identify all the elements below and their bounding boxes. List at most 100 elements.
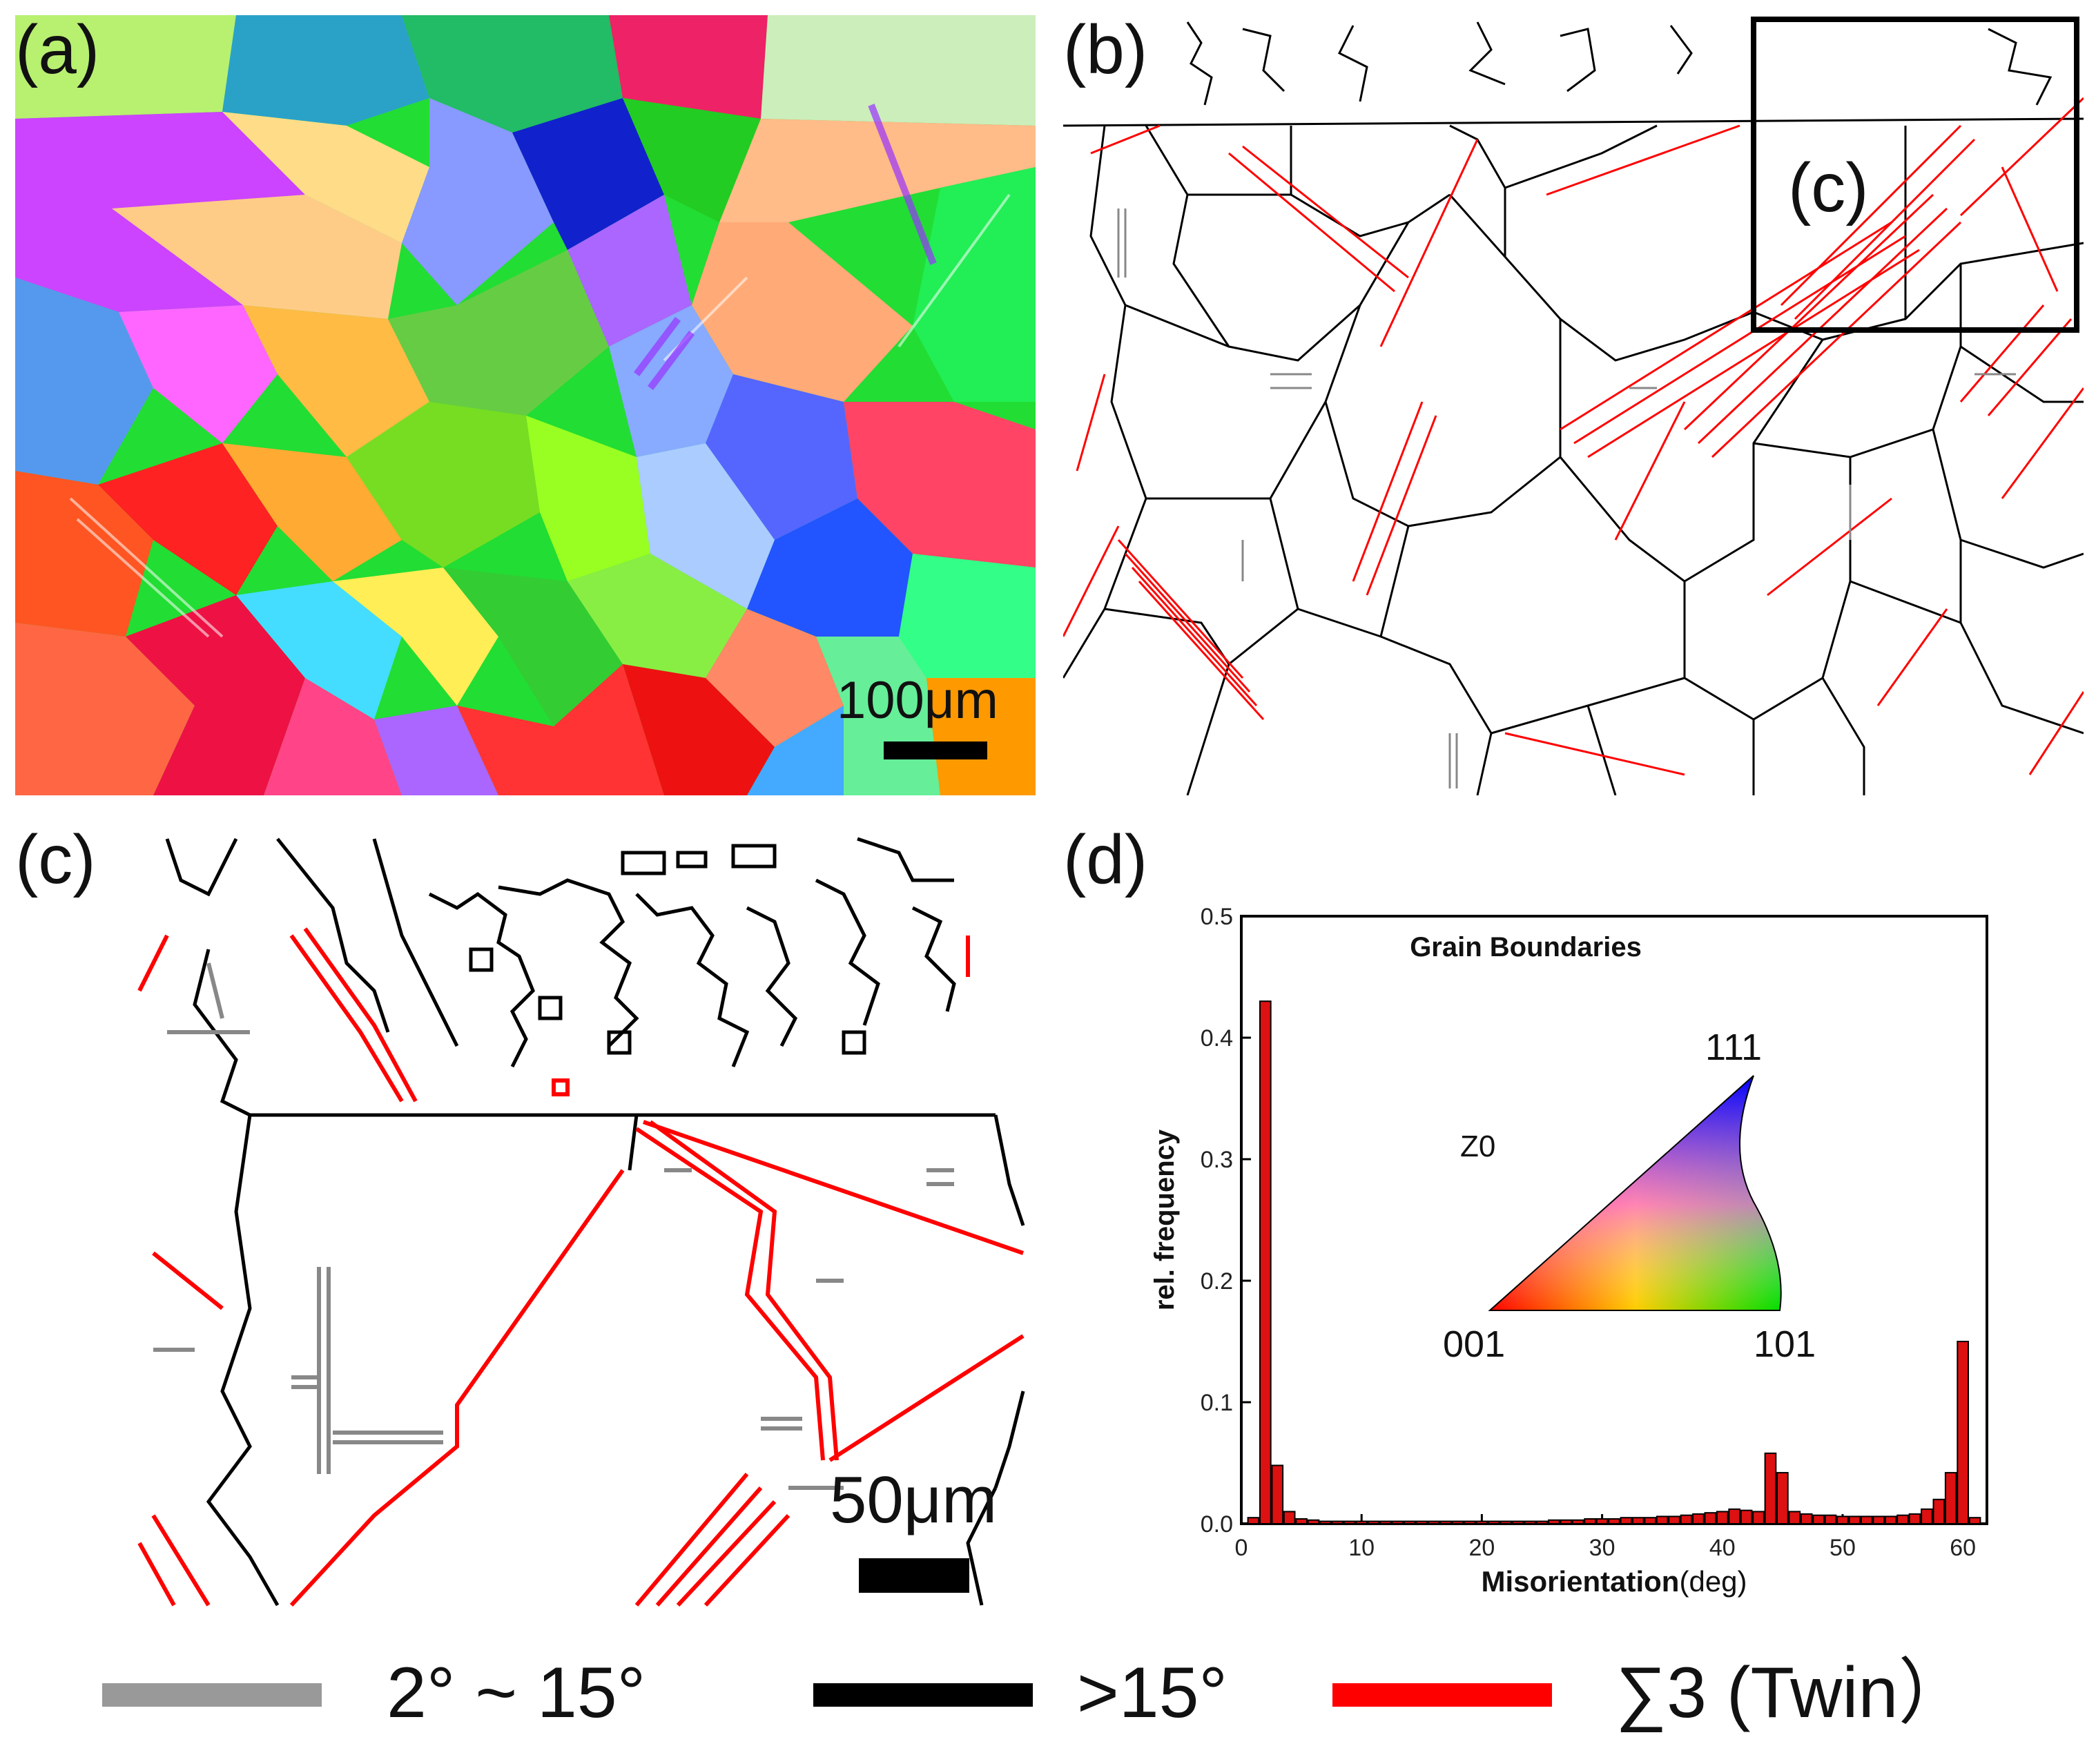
ipf-corner-111: 111	[1705, 1027, 1762, 1068]
histogram-bar	[1740, 1509, 1753, 1525]
histogram-bar	[1560, 1519, 1573, 1524]
histogram-bar	[1836, 1515, 1849, 1525]
x-tick-label: 30	[1589, 1535, 1615, 1561]
panel-c-scale-label: 50μm	[830, 1463, 998, 1537]
ipf-z-label: Z0	[1460, 1130, 1495, 1163]
panel-d-label: (d)	[1063, 825, 1148, 898]
histogram-bar	[1968, 1517, 1981, 1525]
legend-label-twin: ∑3 (Twin）	[1615, 1653, 1970, 1733]
histogram-bar	[1500, 1520, 1513, 1524]
legend-swatch-high-angle	[813, 1683, 1033, 1707]
histogram-bar	[1367, 1520, 1380, 1524]
legend-label-low-angle: 2° ~ 15°	[387, 1653, 646, 1733]
histogram-bar	[1331, 1520, 1344, 1524]
histogram-bar	[1812, 1514, 1825, 1524]
histogram-bar	[1776, 1472, 1789, 1525]
histogram-bar	[1259, 1000, 1272, 1524]
histogram-bar	[1632, 1517, 1644, 1525]
histogram-bar	[1295, 1518, 1308, 1525]
ipf-corner-001: 001	[1443, 1324, 1505, 1365]
y-tick-label: 0.0	[1201, 1511, 1233, 1538]
panel-a-scale-bar	[884, 742, 987, 759]
histogram-bar	[1487, 1520, 1500, 1524]
histogram-bar	[1884, 1515, 1897, 1525]
histogram-bar	[1584, 1518, 1596, 1525]
x-tick-label: 50	[1830, 1535, 1856, 1561]
y-tick-label: 0.5	[1201, 904, 1233, 930]
histogram-bar	[1451, 1520, 1464, 1524]
histogram-bar	[1247, 1517, 1260, 1525]
x-axis-label-unit: (deg)	[1679, 1565, 1747, 1598]
histogram-bar	[1656, 1515, 1669, 1525]
legend-label-high-angle: >15°	[1077, 1653, 1228, 1733]
histogram-bar	[1764, 1452, 1777, 1524]
panel-c-scale-bar	[859, 1558, 969, 1593]
histogram-bar	[1957, 1341, 1970, 1524]
histogram-bar	[1343, 1520, 1356, 1524]
histogram-bar	[1692, 1513, 1705, 1524]
histogram-bar	[1464, 1520, 1476, 1524]
histogram-bar	[1728, 1508, 1741, 1525]
histogram-bar	[1355, 1520, 1368, 1524]
chart-title: Grain Boundaries	[1410, 932, 1642, 962]
histogram-bar	[1680, 1514, 1693, 1524]
histogram-bar	[1283, 1511, 1296, 1525]
boundary-legend: 2° ~ 15° >15° ∑3 (Twin）	[0, 1643, 2096, 1747]
panel-a-scale-label: 100μm	[837, 671, 998, 730]
histogram-bar	[1668, 1515, 1680, 1525]
x-tick-label: 20	[1468, 1535, 1495, 1561]
histogram-bar	[1415, 1520, 1428, 1524]
histogram-bar	[1896, 1514, 1909, 1524]
panel-c-zoom-map: (c) 50μm	[15, 825, 1051, 1619]
legend-swatch-low-angle	[102, 1683, 322, 1707]
histogram-bar	[1944, 1472, 1957, 1525]
x-axis-label-main: Misorientation	[1481, 1565, 1679, 1598]
y-tick-label: 0.4	[1201, 1025, 1233, 1051]
histogram-bar	[1391, 1520, 1404, 1524]
histogram-bar	[1716, 1511, 1729, 1525]
histogram-bar	[1319, 1520, 1332, 1524]
histogram-bar	[1439, 1520, 1452, 1524]
x-tick-label: 40	[1709, 1535, 1736, 1561]
panel-b-boundary-map: (b) (c)	[1063, 15, 2084, 795]
histogram-bar	[1620, 1517, 1633, 1525]
histogram-bar	[1524, 1520, 1536, 1524]
panel-c-label: (c)	[15, 825, 96, 898]
histogram-bar	[1548, 1519, 1560, 1524]
zoom-boundary-map	[15, 825, 1051, 1619]
histogram-bar	[1860, 1515, 1873, 1525]
panel-a-ipf-map: (a) 100μm	[15, 15, 1036, 795]
ipf-color-key: Z0 111 001 101	[1443, 1027, 1816, 1365]
histogram-bar	[1271, 1464, 1284, 1525]
y-tick-label: 0.1	[1201, 1390, 1233, 1416]
histogram-bar	[1571, 1519, 1584, 1524]
histogram-bar	[1848, 1515, 1861, 1525]
histogram-bar	[1511, 1520, 1524, 1524]
histogram-bar	[1908, 1513, 1921, 1524]
histogram-bar	[1404, 1520, 1416, 1524]
histogram-bar	[1427, 1520, 1440, 1524]
histogram-bar	[1932, 1498, 1945, 1524]
ipf-orientation-map	[15, 15, 1036, 795]
ipf-corner-101: 101	[1754, 1324, 1816, 1365]
panel-a-label: (a)	[15, 15, 100, 88]
histogram-bar	[1608, 1518, 1620, 1525]
panel-d-histogram: (d) Grain Boundaries rel. frequency Miso…	[1063, 825, 2084, 1626]
histogram-bars	[1247, 1000, 1981, 1525]
histogram-bar	[1475, 1520, 1488, 1524]
x-axis-label: Misorientation(deg)	[1481, 1565, 1747, 1598]
panel-b-label: (b)	[1063, 15, 1148, 88]
histogram-bar	[1379, 1520, 1392, 1524]
y-axis-label: rel. frequency	[1149, 1129, 1180, 1310]
misorientation-histogram: Grain Boundaries rel. frequency Misorien…	[1149, 904, 1988, 1598]
histogram-bar	[1704, 1512, 1717, 1524]
x-tick-label: 0	[1235, 1535, 1248, 1561]
axis-ticks: 0 10 20 30 40 50 60 0.0 0.1 0.2 0.3 0.4 0.5	[1201, 904, 1976, 1561]
x-tick-label: 60	[1950, 1535, 1976, 1561]
histogram-bar	[1595, 1518, 1609, 1525]
histogram-bar	[1788, 1511, 1801, 1525]
histogram-bar	[1307, 1519, 1320, 1524]
y-tick-label: 0.3	[1201, 1147, 1233, 1173]
panel-b-inset-label: (c)	[1788, 149, 1869, 226]
